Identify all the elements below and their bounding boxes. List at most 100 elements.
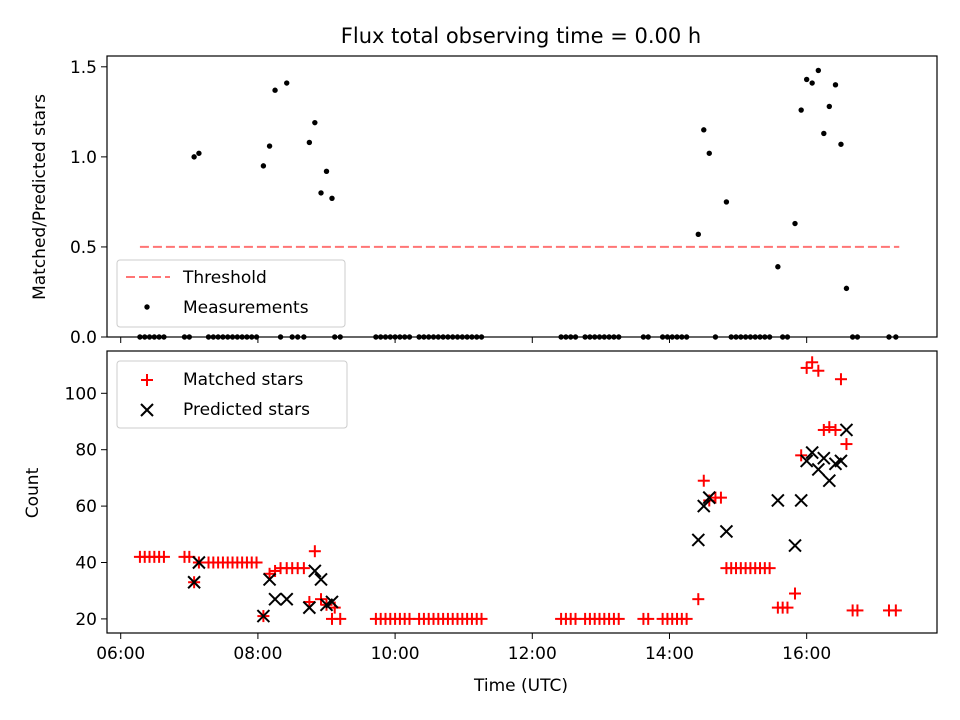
predicted-stars-point [256,609,271,623]
measurements-point [733,334,739,340]
measurements-point [558,334,564,340]
count-y-tick-label: 20 [75,610,97,630]
measurements-point [137,334,143,340]
predicted-stars-point [805,445,819,460]
ratio-y-tick-label: 0.5 [70,238,97,258]
measurements-point [587,334,593,340]
predicted-stars-point [314,572,328,587]
x-tick-label: 06:00 [96,644,145,664]
measurements-point [196,150,202,156]
matched-stars-point [263,567,276,580]
x-tick-label: 16:00 [782,644,831,664]
measurements-point [253,334,260,340]
measurements-point [695,231,701,238]
predicted-stars-point [719,524,734,539]
measurements-point [838,141,844,147]
measurements-point [849,334,856,340]
measurements-point [373,334,379,340]
measurements-point [329,195,335,202]
predicted-stars-point [702,490,716,505]
measurements-legend-label: Measurements [183,298,309,318]
x-axis-label: Time (UTC) [473,676,568,696]
measurements-point [606,334,612,340]
measurements-point [260,163,267,169]
count-y-axis: 20 40 60 80 100 [65,384,107,630]
predicted-stars-point [192,555,206,570]
measurements-point [318,190,324,196]
measurements-point [406,334,413,340]
matched-stars-point [303,595,316,608]
measurements-point [229,334,236,340]
measurements-point [426,334,432,340]
measurements-point [886,334,892,340]
measurements-point [397,334,403,340]
measurements-point [459,334,466,340]
measurements-point [146,334,153,340]
predicted-stars-point [839,423,854,437]
measurements-point [239,334,245,340]
measurements-point [244,334,250,340]
measurements-point [421,334,427,340]
measurements-point [249,334,255,340]
measurements-point [332,334,338,340]
matched-stars-point [806,356,819,369]
predicted-stars-point [799,454,814,468]
predicted-stars-point [187,575,201,589]
matched-stars-point [789,587,802,600]
measurements-point [215,334,221,340]
predicted-stars-point [788,538,802,553]
matched-stars-point [817,423,830,436]
measurements-point [757,334,763,340]
measurements-point [377,334,384,340]
measurements-point [289,334,295,340]
matched-stars-point [834,373,847,386]
ratio-y-axis-label: Matched/Predicted stars [30,94,50,300]
measurements-point [611,334,617,340]
measurements-point [832,82,839,88]
predicted-stars-point [811,462,826,477]
measurements-point [387,334,393,340]
measurements-point [306,139,313,146]
x-tick-label: 10:00 [371,644,420,664]
matched-stars-point [840,438,853,451]
measurements-point [893,334,899,340]
measurements-point [728,334,734,340]
x-tick-label: 08:00 [233,644,282,664]
matched-stars-point [829,423,842,436]
measurements-point [826,103,833,110]
matched-stars-point [334,612,347,625]
measurements-point [191,154,197,160]
matched-stars-point [308,545,321,558]
matched-stars-point [250,556,263,569]
measurements-point [712,334,719,340]
measurements-point [674,334,680,340]
measurements-point [301,334,307,340]
measurements-point [450,334,456,340]
measurements-point [616,334,622,340]
matched-stars-point [612,612,625,625]
measurements-point [337,334,343,340]
measurements-point [659,334,666,340]
count-panel: 20 40 60 80 100 06:00 08:00 10:00 12:00 14:00 16:… [23,350,938,696]
measurements-point [752,334,758,340]
measurements-point [445,334,451,340]
measurements-point [815,67,822,74]
predicted-legend-label: Predicted stars [183,400,310,420]
measurements-point [762,334,768,340]
ratio-y-tick-label: 1.0 [70,148,97,168]
measurements-point [723,199,730,205]
ratio-y-tick-label: 0.0 [70,328,97,348]
chart-title: Flux total observing time = 0.00 h [341,24,701,48]
predicted-stars-point [268,592,282,606]
measurements-point [284,80,290,86]
measurements-point [821,130,827,137]
predicted-stars-point [834,454,848,468]
measurements-point [181,334,188,340]
matched-stars-point [823,421,836,434]
matched-legend-label: Matched stars [183,370,303,390]
measurements-point [572,334,579,340]
threshold-legend-label: Threshold [182,268,267,288]
measurements-point [701,127,707,133]
measurements-point [775,264,781,270]
ratio-y-tick-label: 1.5 [70,58,97,78]
